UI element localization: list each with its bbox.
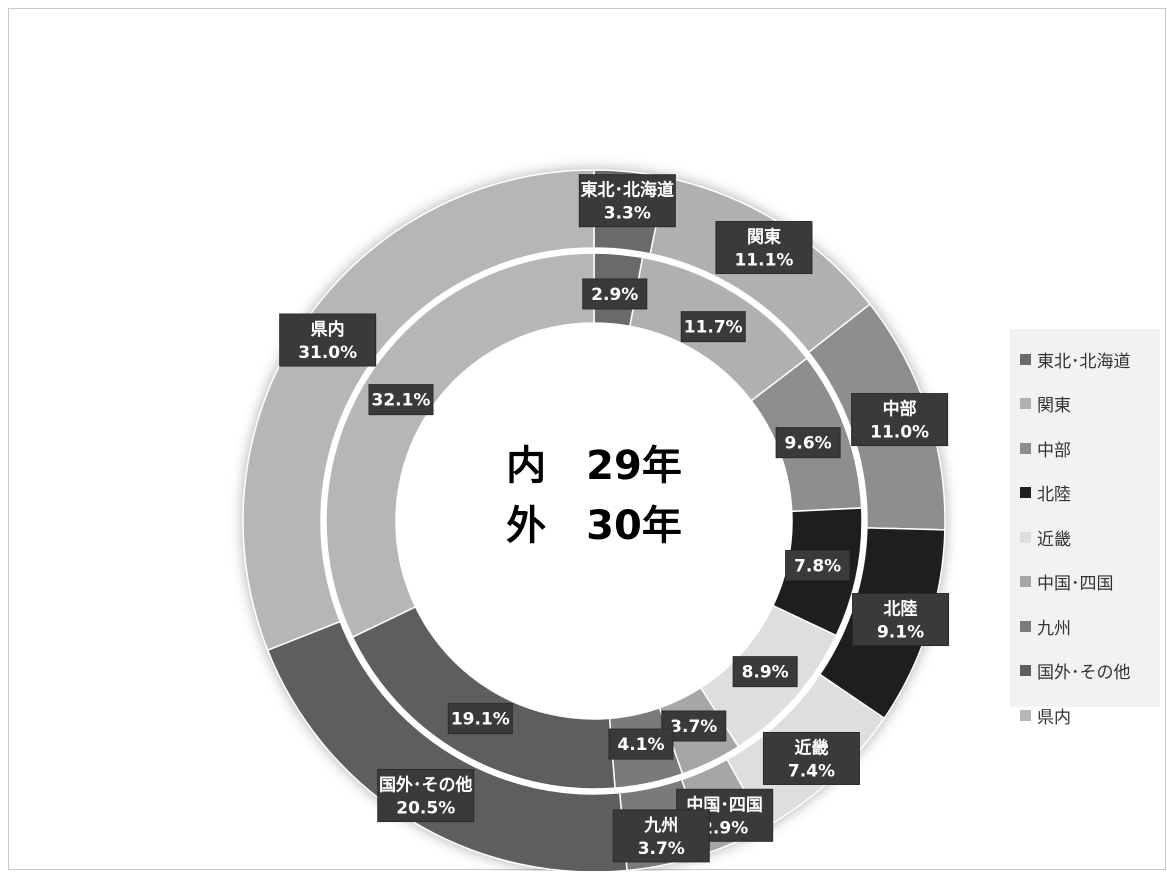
legend-item: 北陸	[1010, 471, 1160, 516]
legend-swatch	[1020, 576, 1031, 588]
legend-label: 中部	[1037, 440, 1071, 461]
svg-text:19.1%: 19.1%	[451, 710, 510, 730]
legend-label: 国外･その他	[1037, 663, 1131, 684]
outer-data-label-6: 九州 3.7%	[612, 809, 710, 863]
legend-label: 北陸	[1037, 485, 1071, 506]
legend-label: 関東	[1037, 396, 1071, 417]
inner-data-label-4: 8.9%	[732, 656, 798, 688]
legend-swatch	[1020, 620, 1031, 632]
inner-data-label-3: 7.8%	[785, 550, 851, 582]
inner-slice-8	[325, 252, 595, 639]
legend-item: 県内	[1010, 693, 1160, 738]
data-labels: 2.9% 11.7% 9.6% 7.8% 8.9% 3.7% 4.1% 19.1% 32.1% 東…	[279, 174, 950, 863]
inner-data-label-8: 32.1%	[368, 384, 434, 416]
svg-text:9.6%: 9.6%	[785, 434, 832, 454]
outer-data-label-8: 県内 31.0%	[279, 313, 377, 367]
legend-item: 東北･北海道	[1010, 337, 1160, 382]
svg-text:近畿: 近畿	[794, 737, 828, 758]
legend-label: 近畿	[1037, 529, 1071, 550]
inner-data-label-1: 11.7%	[680, 311, 746, 343]
outer-data-label-2: 中部 11.0%	[851, 393, 949, 447]
legend-item: 九州	[1010, 604, 1160, 649]
legend-item: 中国･四国	[1010, 560, 1160, 605]
svg-text:3.7%: 3.7%	[670, 717, 717, 737]
legend-item: 関東	[1010, 382, 1160, 427]
legend-swatch	[1020, 398, 1031, 410]
svg-text:北陸: 北陸	[884, 599, 918, 620]
svg-text:東北･北海道: 東北･北海道	[581, 180, 675, 201]
outer-data-label-1: 関東 11.1%	[715, 221, 813, 275]
svg-text:4.1%: 4.1%	[617, 735, 664, 755]
inner-data-label-0: 2.9%	[582, 278, 648, 310]
inner-data-label-6: 4.1%	[608, 728, 674, 760]
svg-text:31.0%: 31.0%	[298, 343, 357, 363]
outer-data-label-7: 国外･その他 20.5%	[377, 769, 475, 823]
legend-item: 中部	[1010, 426, 1160, 471]
legend-swatch	[1020, 353, 1031, 365]
legend-item: 近畿	[1010, 515, 1160, 560]
chart-area: 2.9% 11.7% 9.6% 7.8% 8.9% 3.7% 4.1% 19.1% 32.1% 東…	[8, 8, 1166, 871]
svg-text:11.7%: 11.7%	[684, 318, 743, 338]
svg-text:3.7%: 3.7%	[638, 839, 685, 859]
svg-text:県内: 県内	[311, 319, 345, 340]
svg-text:20.5%: 20.5%	[396, 799, 455, 819]
svg-text:7.4%: 7.4%	[788, 761, 835, 781]
legend-swatch	[1020, 531, 1031, 543]
doughnut-chart: 2.9% 11.7% 9.6% 7.8% 8.9% 3.7% 4.1% 19.1% 32.1% 東…	[242, 169, 950, 871]
legend-label: 中国･四国	[1037, 574, 1114, 595]
svg-text:32.1%: 32.1%	[371, 391, 430, 411]
svg-text:関東: 関東	[747, 227, 781, 248]
svg-text:11.1%: 11.1%	[734, 251, 793, 271]
svg-text:8.9%: 8.9%	[742, 663, 789, 683]
center-line-1: 内 29年	[506, 443, 682, 489]
legend-item: 国外･その他	[1010, 649, 1160, 694]
center-line-2: 外 30年	[506, 503, 682, 549]
svg-text:7.8%: 7.8%	[794, 557, 841, 577]
svg-text:九州: 九州	[643, 816, 678, 836]
inner-data-label-2: 9.6%	[775, 427, 841, 459]
legend: 東北･北海道 関東中部北陸近畿中国･四国九州国外･その他 県内	[1010, 329, 1160, 728]
legend-label: 県内	[1037, 707, 1071, 728]
legend-swatch	[1020, 442, 1031, 454]
outer-data-label-4: 近畿 7.4%	[762, 731, 860, 785]
svg-text:国外･その他: 国外･その他	[379, 775, 473, 796]
svg-text:3.3%: 3.3%	[604, 204, 651, 224]
svg-text:2.9%: 2.9%	[591, 285, 638, 305]
inner-data-label-7: 19.1%	[447, 703, 513, 735]
outer-data-label-3: 北陸 9.1%	[852, 593, 950, 647]
svg-text:11.0%: 11.0%	[870, 423, 929, 443]
outer-data-label-0: 東北･北海道 3.3%	[578, 174, 676, 228]
svg-text:2.9%: 2.9%	[701, 818, 748, 838]
svg-text:9.1%: 9.1%	[877, 623, 924, 643]
center-label: 内 29年 外 30年	[506, 443, 682, 549]
legend-swatch	[1020, 487, 1031, 499]
legend-label: 東北･北海道	[1037, 351, 1131, 372]
svg-text:中部: 中部	[883, 399, 917, 420]
legend-swatch	[1020, 665, 1031, 677]
legend-swatch	[1020, 709, 1031, 721]
legend-label: 九州	[1037, 618, 1071, 639]
outer-slice-8	[242, 169, 595, 652]
